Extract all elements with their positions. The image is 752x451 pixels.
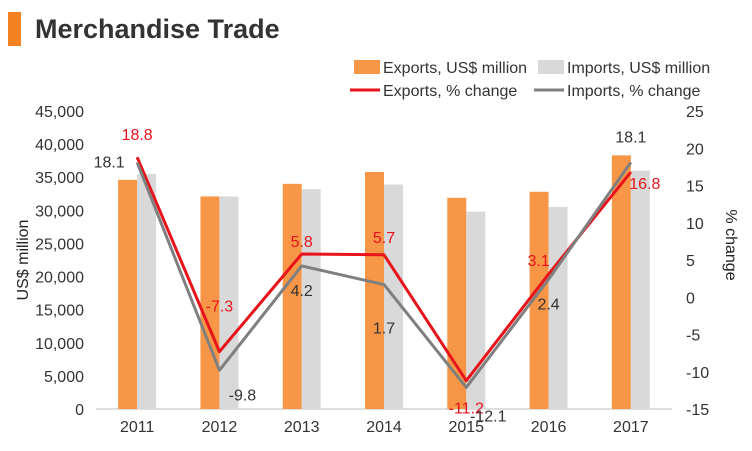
y2-tick-label: -5 <box>686 328 700 345</box>
bar-exports <box>529 191 549 409</box>
y-tick-label: 25,000 <box>35 236 84 253</box>
data-label-exports-change: 3.1 <box>527 253 549 270</box>
x-tick-label: 2016 <box>531 419 567 436</box>
legend-swatch-imports <box>538 60 564 74</box>
y2-tick-label: 10 <box>686 216 704 233</box>
bar-imports <box>301 189 321 409</box>
line-exports-change <box>135 156 633 383</box>
y-tick-label: 0 <box>75 402 84 419</box>
y-axis-ticks: 0 5,000 10,000 15,000 20,000 25,000 30,000 35,0… <box>35 104 84 419</box>
x-tick-label: 2015 <box>448 419 484 436</box>
x-tick-label: 2012 <box>202 419 238 436</box>
legend-label-exports-change: Exports, % change <box>383 83 517 100</box>
bar-exports <box>365 171 384 409</box>
data-label-imports-change: 4.2 <box>291 283 313 300</box>
y2-axis-title: % change <box>722 209 739 280</box>
y2-tick-label: 25 <box>686 104 704 121</box>
y-tick-label: 40,000 <box>35 137 84 154</box>
y-tick-label: 45,000 <box>35 104 84 121</box>
bar-imports <box>466 211 486 409</box>
data-label-imports-change: 18.1 <box>94 154 125 171</box>
y2-tick-label: 15 <box>686 179 704 196</box>
y2-tick-label: -10 <box>686 365 709 382</box>
legend-label-exports: Exports, US$ million <box>383 60 527 77</box>
bar-series <box>118 155 650 409</box>
data-label-exports-change: 16.8 <box>629 176 660 193</box>
data-label-imports-change: 2.4 <box>537 296 559 313</box>
bar-exports <box>118 179 138 409</box>
title-accent-bar <box>8 12 21 46</box>
y-tick-label: 15,000 <box>35 303 84 320</box>
legend: Exports, US$ million Imports, US$ millio… <box>350 60 710 100</box>
legend-label-imports: Imports, US$ million <box>567 60 710 77</box>
x-tick-label: 2013 <box>284 419 320 436</box>
legend-swatch-exports <box>354 60 380 74</box>
y2-axis-ticks: -15 -10 -5 0 5 10 15 20 25 <box>686 104 709 419</box>
y2-tick-label: 5 <box>686 253 695 270</box>
y2-tick-label: 20 <box>686 141 704 158</box>
line-imports-change <box>135 161 633 389</box>
line-series <box>135 156 633 389</box>
page-title: Merchandise Trade <box>35 14 280 44</box>
data-label-exports-change: 18.8 <box>122 127 153 144</box>
x-axis-ticks: 2011 2012 2013 2014 2015 2016 2017 <box>120 419 649 436</box>
bar-imports <box>137 173 157 409</box>
data-label-exports-change: -7.3 <box>206 299 234 316</box>
y-tick-label: 5,000 <box>44 369 84 386</box>
bar-exports <box>282 183 302 409</box>
bar-imports <box>630 170 650 409</box>
data-label-imports-change: 18.1 <box>615 129 646 146</box>
legend-label-imports-change: Imports, % change <box>567 83 701 100</box>
y-tick-label: 35,000 <box>35 170 84 187</box>
y-tick-label: 10,000 <box>35 336 84 353</box>
x-tick-label: 2011 <box>120 419 155 436</box>
data-label-exports-change: -11.2 <box>449 401 484 418</box>
bar-exports <box>611 155 631 409</box>
data-label-exports-change: 5.8 <box>291 234 313 251</box>
y-axis-title: US$ million <box>15 220 32 301</box>
x-tick-label: 2014 <box>366 419 402 436</box>
x-tick-label: 2017 <box>613 419 649 436</box>
y2-tick-label: 0 <box>686 290 695 307</box>
data-label-imports-change: 1.7 <box>373 321 395 338</box>
bar-imports <box>219 196 239 409</box>
y-tick-label: 20,000 <box>35 270 84 287</box>
y2-tick-label: -15 <box>686 402 709 419</box>
y-tick-label: 30,000 <box>35 203 84 220</box>
data-labels: 18.8 -7.3 5.8 5.7 -11.2 3.1 16.8 18.1 -9.8 4.2 1.7… <box>94 127 661 425</box>
data-label-imports-change: -12.1 <box>470 408 507 425</box>
data-label-exports-change: 5.7 <box>373 230 395 247</box>
data-label-imports-change: -9.8 <box>229 387 257 404</box>
